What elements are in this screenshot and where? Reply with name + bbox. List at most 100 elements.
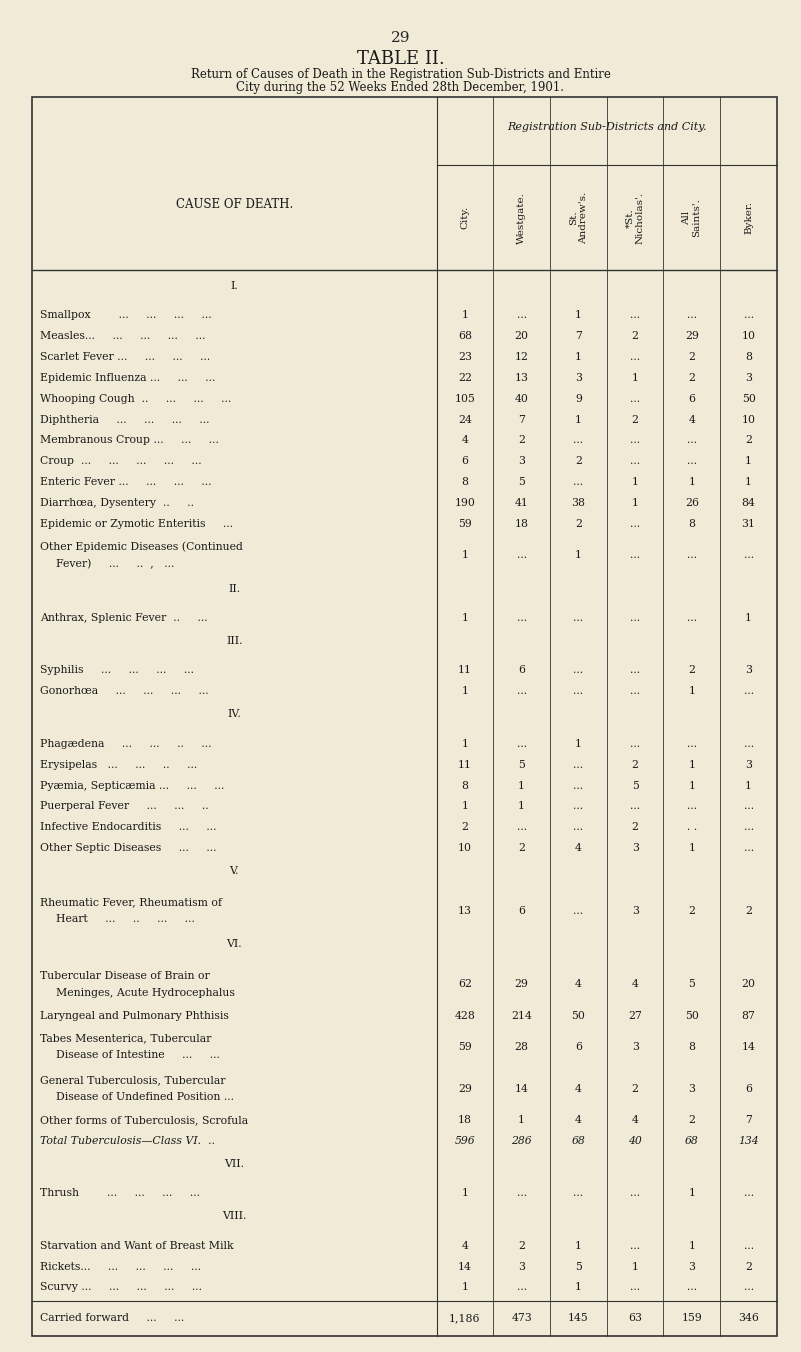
Text: 63: 63 [628, 1313, 642, 1324]
Text: Membranous Croup ...     ...     ...: Membranous Croup ... ... ... [40, 435, 229, 445]
Text: ...: ... [630, 665, 640, 676]
Text: ...: ... [743, 1283, 754, 1293]
Text: 1: 1 [575, 738, 582, 749]
Text: 10: 10 [458, 844, 472, 853]
Text: 1: 1 [745, 780, 752, 791]
Text: 68: 68 [572, 1136, 586, 1146]
Text: 346: 346 [739, 1313, 759, 1324]
Text: Registration Sub-Districts and City.: Registration Sub-Districts and City. [507, 122, 706, 132]
Text: ...: ... [686, 1283, 697, 1293]
Text: II.: II. [228, 584, 240, 594]
Text: 3: 3 [745, 760, 752, 769]
Text: 1: 1 [461, 687, 469, 696]
Text: 50: 50 [742, 393, 755, 404]
Text: 1: 1 [632, 373, 638, 383]
Text: 3: 3 [575, 373, 582, 383]
Text: ...: ... [630, 550, 640, 561]
Text: ...: ... [574, 687, 583, 696]
Text: ...: ... [743, 1241, 754, 1251]
Text: 18: 18 [515, 519, 529, 529]
Text: 27: 27 [628, 1010, 642, 1021]
Text: VIII.: VIII. [222, 1211, 247, 1221]
Text: 1: 1 [575, 1283, 582, 1293]
Text: 1: 1 [688, 687, 695, 696]
Text: Phagædena     ...     ...     ..     ...: Phagædena ... ... .. ... [40, 738, 211, 749]
Text: 134: 134 [739, 1136, 759, 1146]
Text: 3: 3 [688, 1261, 695, 1271]
Text: 29: 29 [515, 979, 529, 990]
Text: Heart     ...     ..     ...     ...: Heart ... .. ... ... [56, 914, 195, 925]
Text: Disease of Undefined Position ...: Disease of Undefined Position ... [56, 1092, 234, 1102]
Text: ...: ... [630, 457, 640, 466]
Text: 41: 41 [515, 498, 529, 508]
Text: 1: 1 [745, 457, 752, 466]
Text: 7: 7 [575, 331, 582, 341]
Text: ...: ... [743, 310, 754, 320]
Text: All
Saints'.: All Saints'. [682, 199, 702, 237]
Text: 1: 1 [518, 802, 525, 811]
Text: ...: ... [517, 687, 527, 696]
Text: Total Tuberculosis—Class VI.  ..: Total Tuberculosis—Class VI. .. [40, 1136, 215, 1146]
Text: *St.
Nicholas'.: *St. Nicholas'. [626, 192, 645, 243]
Text: 6: 6 [518, 665, 525, 676]
Text: 4: 4 [461, 435, 469, 445]
Text: 2: 2 [745, 906, 752, 917]
Text: ...: ... [517, 1283, 527, 1293]
Text: 6: 6 [688, 393, 695, 404]
Text: ...: ... [630, 802, 640, 811]
Text: ...: ... [743, 1188, 754, 1198]
Text: 428: 428 [454, 1010, 475, 1021]
Text: Thrush        ...     ...     ...     ...: Thrush ... ... ... ... [40, 1188, 200, 1198]
Text: 2: 2 [632, 1084, 638, 1094]
Text: 214: 214 [511, 1010, 532, 1021]
Text: 62: 62 [458, 979, 472, 990]
Text: 4: 4 [688, 415, 695, 425]
Text: ...: ... [574, 906, 583, 917]
Text: 50: 50 [571, 1010, 586, 1021]
Text: 4: 4 [632, 1115, 638, 1125]
Text: ...: ... [517, 822, 527, 833]
Text: 1: 1 [461, 614, 469, 623]
Text: 7: 7 [745, 1115, 752, 1125]
Text: 14: 14 [458, 1261, 472, 1271]
Text: IV.: IV. [227, 710, 241, 719]
Text: 1: 1 [688, 477, 695, 487]
Text: 145: 145 [568, 1313, 589, 1324]
Text: ...: ... [574, 435, 583, 445]
Text: 4: 4 [575, 1115, 582, 1125]
Text: 3: 3 [518, 457, 525, 466]
Text: 5: 5 [518, 477, 525, 487]
Text: 20: 20 [515, 331, 529, 341]
Text: ...: ... [686, 310, 697, 320]
Text: 3: 3 [745, 665, 752, 676]
Text: 1: 1 [688, 780, 695, 791]
Text: 473: 473 [511, 1313, 532, 1324]
Text: 2: 2 [632, 822, 638, 833]
Text: 14: 14 [742, 1042, 755, 1052]
Text: 20: 20 [742, 979, 755, 990]
Text: 4: 4 [632, 979, 638, 990]
Text: 8: 8 [461, 477, 469, 487]
Text: 1: 1 [575, 550, 582, 561]
Text: ...: ... [686, 457, 697, 466]
Text: 2: 2 [688, 373, 695, 383]
Text: 4: 4 [461, 1241, 469, 1251]
Text: 22: 22 [458, 373, 472, 383]
Text: 1: 1 [461, 1283, 469, 1293]
Text: 50: 50 [685, 1010, 698, 1021]
Text: 6: 6 [461, 457, 469, 466]
Text: 3: 3 [632, 1042, 638, 1052]
Text: 2: 2 [518, 435, 525, 445]
Text: 11: 11 [458, 665, 472, 676]
Text: 5: 5 [688, 979, 695, 990]
Text: 2: 2 [688, 1115, 695, 1125]
Text: Gonorhœa     ...     ...     ...     ...: Gonorhœa ... ... ... ... [40, 687, 209, 696]
Text: Rheumatic Fever, Rheumatism of: Rheumatic Fever, Rheumatism of [40, 898, 222, 907]
Text: ...: ... [630, 1283, 640, 1293]
Text: ...: ... [574, 1188, 583, 1198]
Text: 29: 29 [458, 1084, 472, 1094]
Text: 68: 68 [685, 1136, 698, 1146]
Text: 1: 1 [461, 550, 469, 561]
Text: Infective Endocarditis     ...     ...: Infective Endocarditis ... ... [40, 822, 216, 833]
Text: ...: ... [743, 550, 754, 561]
